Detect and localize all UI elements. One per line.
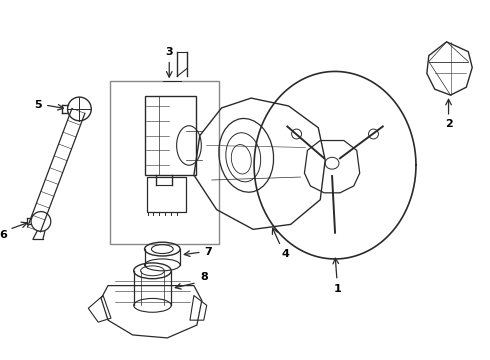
Text: 2: 2 <box>444 120 452 130</box>
Bar <box>145 96 196 175</box>
Text: 6: 6 <box>0 230 7 240</box>
Text: 4: 4 <box>282 249 290 259</box>
Text: 7: 7 <box>204 247 212 257</box>
Text: 8: 8 <box>200 272 208 282</box>
Text: 5: 5 <box>34 99 42 109</box>
Bar <box>110 81 219 244</box>
Text: 3: 3 <box>166 47 173 57</box>
Bar <box>147 177 186 212</box>
Text: 1: 1 <box>333 284 341 294</box>
